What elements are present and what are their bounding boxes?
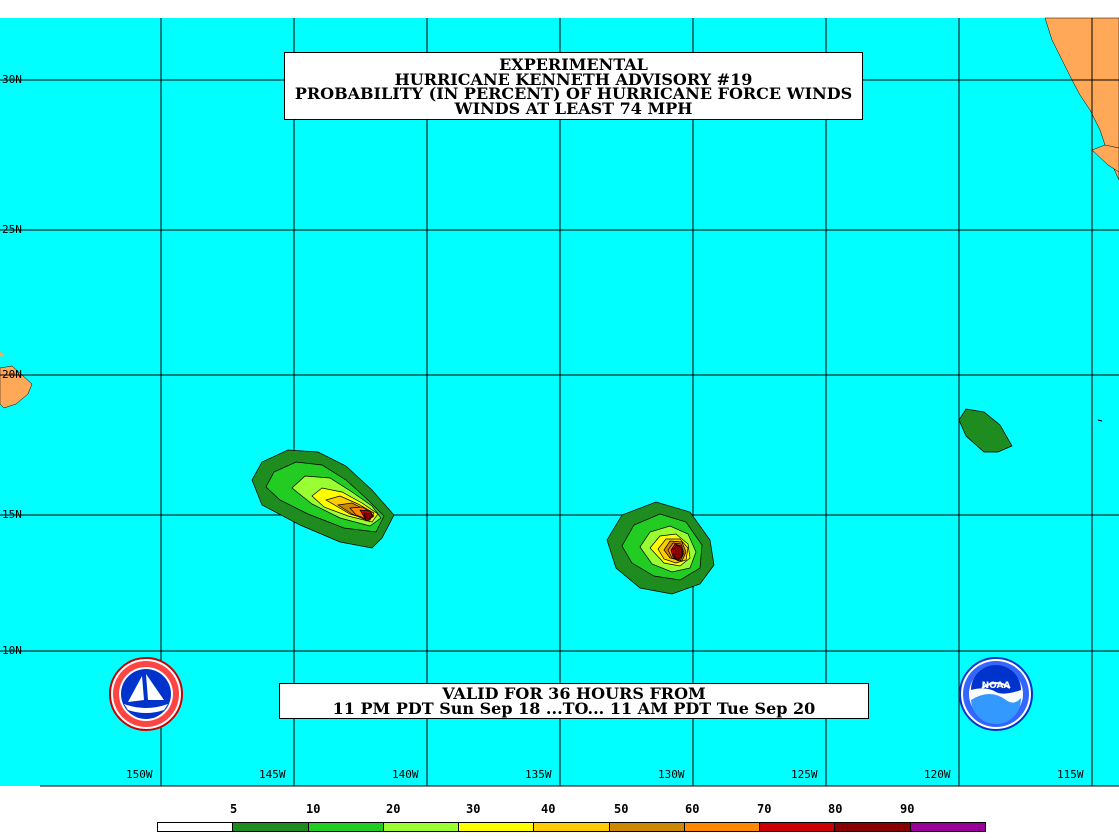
central-probability-area xyxy=(606,501,715,595)
lon-label-145w: 145W xyxy=(259,768,286,781)
legend-label-10: 10 xyxy=(306,802,321,816)
noaa-logo-icon xyxy=(959,657,1033,731)
legend-color-bar xyxy=(157,822,986,832)
legend-swatch xyxy=(534,823,610,831)
lat-label-20n: 20N xyxy=(2,368,22,381)
legend-swatch xyxy=(308,823,384,831)
legend-label-80: 80 xyxy=(828,802,843,816)
lat-label-25n: 25N xyxy=(2,223,22,236)
hawaii-land xyxy=(0,365,33,409)
grid-lines xyxy=(0,18,1119,786)
title-line-3: PROBABILITY (IN PERCENT) OF HURRICANE FO… xyxy=(294,84,853,103)
validity-box: VALID FOR 36 HOURS FROM 11 PM PDT Sun Se… xyxy=(279,683,869,719)
validity-line-1: VALID FOR 36 HOURS FROM xyxy=(442,684,706,703)
legend-swatch xyxy=(233,823,309,831)
legend-swatch xyxy=(684,823,761,831)
legend-label-50: 50 xyxy=(614,802,629,816)
legend-swatch xyxy=(383,823,460,831)
baja-california-land xyxy=(1044,17,1119,181)
lon-label-140w: 140W xyxy=(392,768,419,781)
title-line-2: HURRICANE KENNETH ADVISORY #19 xyxy=(394,69,753,89)
lon-label-125w: 125W xyxy=(791,768,818,781)
coast-fragment xyxy=(1097,419,1103,422)
mexico-mainland-land xyxy=(1091,144,1119,173)
legend-label-60: 60 xyxy=(685,802,700,816)
lat-label-15n: 15N xyxy=(2,508,22,521)
legend-swatch xyxy=(760,823,836,831)
nws-logo-icon xyxy=(109,657,183,731)
legend-label-40: 40 xyxy=(541,802,556,816)
lon-label-115w: 115W xyxy=(1057,768,1084,781)
lon-label-130w: 130W xyxy=(658,768,685,781)
title-line-1: EXPERIMENTAL xyxy=(499,55,648,74)
legend-label-70: 70 xyxy=(757,802,772,816)
lat-label-10n: 10N xyxy=(2,644,22,657)
legend-swatch xyxy=(459,823,535,831)
legend-swatch xyxy=(835,823,911,831)
legend-label-20: 20 xyxy=(386,802,401,816)
svg-text:NOAA: NOAA xyxy=(982,681,1011,691)
lon-label-135w: 135W xyxy=(525,768,552,781)
eastern-probability-area xyxy=(958,408,1013,453)
validity-line-2: 11 PM PDT Sun Sep 18 ...TO... 11 AM PDT … xyxy=(332,699,816,718)
legend-swatch xyxy=(609,823,685,831)
legend-swatch xyxy=(910,823,985,831)
western-probability-area xyxy=(251,449,395,549)
title-box: EXPERIMENTAL HURRICANE KENNETH ADVISORY … xyxy=(284,52,863,120)
legend-label-90: 90 xyxy=(900,802,915,816)
legend-label-5: 5 xyxy=(230,802,238,816)
lon-label-150w: 150W xyxy=(126,768,153,781)
title-line-4: WINDS AT LEAST 74 MPH xyxy=(454,98,693,118)
hawaii-islet-land xyxy=(0,352,4,357)
lon-label-120w: 120W xyxy=(924,768,951,781)
legend-swatch xyxy=(158,823,234,831)
lat-label-30n: 30N xyxy=(2,73,22,86)
legend-label-30: 30 xyxy=(466,802,481,816)
